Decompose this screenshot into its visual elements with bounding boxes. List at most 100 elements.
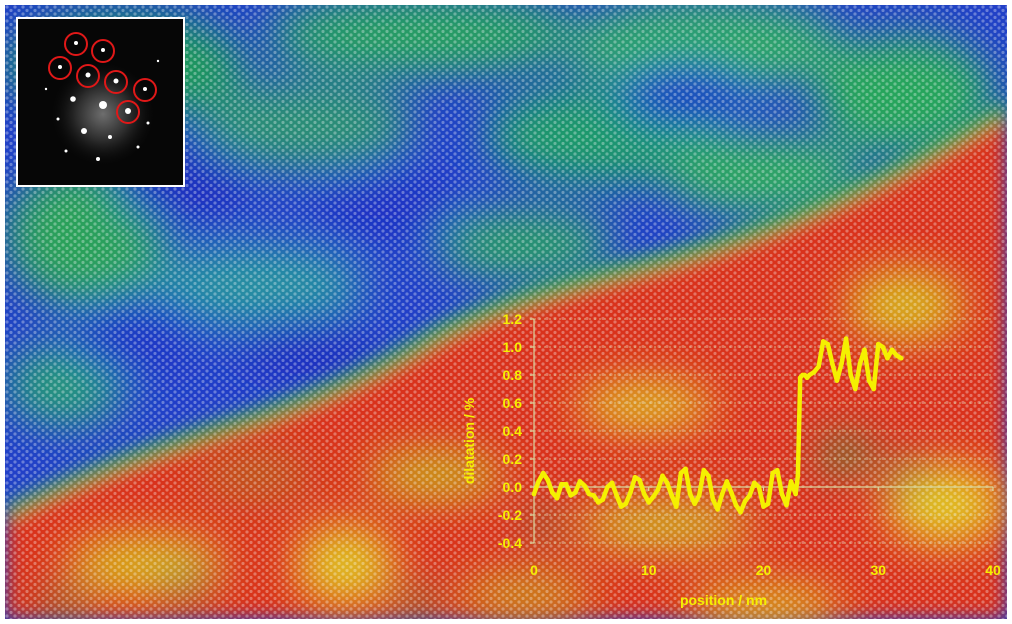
data-point — [646, 500, 652, 505]
data-point — [761, 504, 766, 509]
y-axis-title: dilatation / % — [461, 397, 477, 484]
data-point — [765, 501, 771, 507]
data-point — [788, 479, 794, 484]
data-point — [816, 364, 821, 369]
data-point — [752, 480, 757, 486]
data-point — [664, 480, 670, 486]
data-point — [848, 372, 854, 378]
series-layer — [531, 336, 904, 515]
data-point — [531, 491, 537, 497]
data-point — [568, 493, 574, 498]
data-point — [733, 502, 739, 508]
data-point — [742, 498, 748, 504]
y-tick-labels: 1.2 1.0 0.8 0.6 0.4 0.2 0.0 -0.2 -0.4 — [498, 311, 522, 551]
x-axis-title: position / nm — [680, 592, 767, 608]
x-tick-label: 0 — [530, 562, 538, 578]
data-point — [692, 501, 697, 507]
data-point — [898, 355, 904, 361]
y-tick-label: -0.2 — [498, 507, 522, 523]
data-point — [678, 470, 684, 476]
data-point — [614, 493, 619, 498]
data-point — [894, 353, 899, 358]
data-point — [573, 490, 578, 495]
data-point — [875, 341, 881, 347]
data-point — [595, 500, 601, 505]
x-tick-labels: 0 10 20 30 40 — [530, 562, 1001, 578]
dilatation-chart-svg: 1.21.00.80.60.40.20.0-0.2-0.4 0 10 20 30 40 … — [461, 311, 1001, 608]
data-point — [655, 487, 661, 493]
data-point — [701, 467, 707, 473]
data-point — [545, 477, 551, 483]
data-point — [729, 490, 734, 495]
y-tick-label: 0.4 — [503, 423, 523, 439]
data-point — [559, 481, 564, 487]
data-point — [618, 504, 624, 509]
x-tick-label: 40 — [985, 562, 1001, 578]
data-point — [540, 470, 546, 476]
data-point — [609, 480, 615, 486]
x-tick-label: 10 — [641, 562, 657, 578]
data-point — [582, 483, 587, 488]
data-point — [660, 473, 665, 479]
data-point — [623, 501, 629, 507]
data-point — [641, 491, 647, 497]
data-point — [738, 509, 743, 515]
data-point — [550, 490, 555, 495]
data-point — [793, 491, 798, 497]
data-point — [866, 378, 872, 383]
y-tick-label: 0.6 — [503, 395, 523, 411]
data-point — [669, 493, 674, 498]
data-point — [839, 361, 844, 367]
data-point — [536, 479, 541, 484]
y-tick-label: 0.0 — [503, 479, 523, 495]
data-point — [807, 372, 812, 378]
grid-lines — [534, 318, 993, 544]
y-tick-label: 0.8 — [503, 367, 523, 383]
data-point — [687, 491, 693, 497]
data-point — [563, 481, 569, 487]
data-point — [862, 347, 867, 353]
x-tick-label: 20 — [756, 562, 772, 578]
data-point — [586, 491, 592, 497]
data-point — [795, 473, 801, 479]
data-point — [779, 491, 785, 497]
data-point — [880, 344, 886, 350]
spot-circles — [48, 32, 157, 124]
data-point — [756, 484, 762, 490]
data-point — [715, 507, 720, 512]
data-point — [554, 495, 560, 501]
diffraction-spots — [44, 41, 160, 161]
y-tick-label: 1.2 — [503, 311, 523, 327]
series-line — [531, 336, 904, 515]
x-tick-label: 30 — [870, 562, 886, 578]
data-point — [820, 339, 826, 344]
data-point — [710, 497, 716, 502]
data-point — [811, 369, 817, 375]
strain-map-image — [5, 5, 1007, 619]
data-point — [577, 479, 583, 484]
data-point — [889, 347, 895, 353]
dilatation-chart: 1.2 1.0 0.8 0.6 0.4 0.2 0.0 -0.2 -0.4 0 10 20 30 40 … — [440, 305, 1010, 620]
data-point — [843, 336, 849, 341]
y-tick-label: 1.0 — [503, 339, 523, 355]
data-point — [784, 502, 789, 508]
data-point — [871, 386, 876, 392]
data-point — [683, 466, 688, 472]
data-point — [637, 477, 642, 483]
data-point — [673, 504, 679, 509]
data-point — [632, 474, 638, 480]
data-point — [853, 386, 858, 392]
data-point — [724, 479, 730, 484]
data-point — [706, 473, 711, 479]
data-point — [770, 470, 775, 476]
data-point — [651, 494, 656, 500]
data-point — [719, 491, 725, 497]
data-point — [830, 361, 835, 367]
data-point — [885, 355, 890, 361]
data-point — [628, 490, 633, 495]
y-tick-label: 0.2 — [503, 451, 523, 467]
y-tick-label: -0.4 — [498, 535, 522, 551]
data-point — [591, 493, 596, 498]
data-point — [834, 378, 840, 383]
data-point — [600, 497, 606, 502]
